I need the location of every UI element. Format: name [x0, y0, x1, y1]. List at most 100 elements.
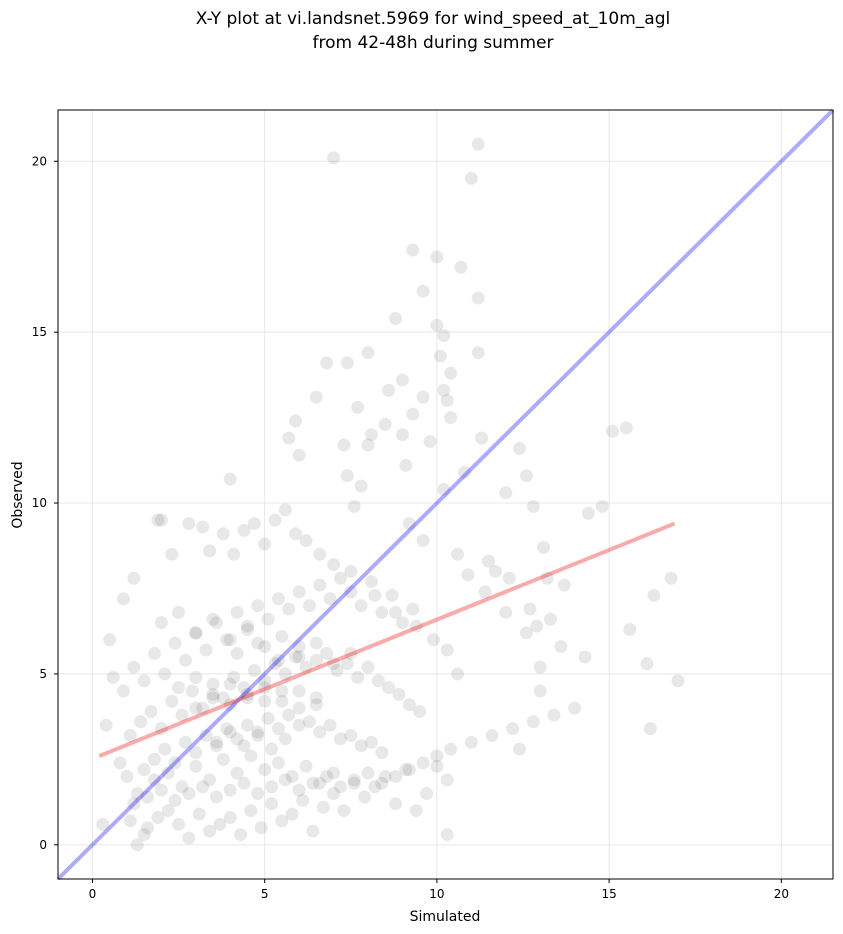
scatter-point: [378, 769, 392, 783]
scatter-point: [464, 735, 478, 749]
scatter-point: [471, 137, 485, 151]
scatter-point: [175, 780, 189, 794]
scatter-point: [240, 718, 254, 732]
scatter-point: [361, 660, 375, 674]
scatter-point: [337, 804, 351, 818]
scatter-point: [230, 766, 244, 780]
scatter-point: [420, 787, 434, 801]
scatter-point: [375, 776, 389, 790]
scatter-point: [203, 544, 217, 558]
scatter-point: [313, 578, 327, 592]
scatter-point: [258, 681, 272, 695]
scatter-point: [168, 636, 182, 650]
scatter-point: [440, 828, 454, 842]
scatter-point: [244, 749, 258, 763]
scatter-point: [309, 390, 323, 404]
scatter-point: [271, 653, 285, 667]
scatter-point: [416, 534, 430, 548]
scatter-point: [302, 715, 316, 729]
scatter-point: [320, 769, 334, 783]
scatter-point: [265, 780, 279, 794]
scatter-point: [130, 787, 144, 801]
scatter-point: [299, 534, 313, 548]
scatter-point: [278, 667, 292, 681]
scatter-point: [216, 527, 230, 541]
scatter-point: [106, 670, 120, 684]
grid: [58, 110, 833, 879]
scatter-point: [196, 520, 210, 534]
scatter-point: [299, 759, 313, 773]
scatter-point: [296, 793, 310, 807]
scatter-point: [154, 722, 168, 736]
scatter-point: [451, 667, 465, 681]
scatter-point: [196, 780, 210, 794]
scatter-point: [258, 763, 272, 777]
scatter-point: [595, 499, 609, 513]
scatter-point: [251, 599, 265, 613]
scatter-point: [247, 517, 261, 531]
scatter-point: [275, 694, 289, 708]
scatter-point: [165, 547, 179, 561]
scatter-point: [147, 752, 161, 766]
scatter-point: [251, 636, 265, 650]
scatter-point: [513, 441, 527, 455]
scatter-point: [154, 616, 168, 630]
x-axis-label: Simulated: [410, 909, 481, 925]
scatter-point: [671, 674, 685, 688]
scatter-point: [216, 691, 230, 705]
scatter-point: [519, 626, 533, 640]
scatter-point: [351, 400, 365, 414]
scatter-point: [165, 694, 179, 708]
scatter-point: [123, 814, 137, 828]
scatter-point: [189, 701, 203, 715]
scatter-point: [258, 537, 272, 551]
scatter-point: [278, 503, 292, 517]
scatter-point: [537, 540, 551, 554]
scatter-point: [268, 513, 282, 527]
scatter-point: [327, 151, 341, 165]
scatter-point: [289, 414, 303, 428]
scatter-point: [309, 691, 323, 705]
scatter-point: [127, 660, 141, 674]
scatter-point: [444, 742, 458, 756]
y-axis-label: Observed: [10, 461, 26, 528]
scatter-point: [199, 728, 213, 742]
scatter-point: [389, 769, 403, 783]
scatter-point: [482, 554, 496, 568]
scatter-point: [323, 718, 337, 732]
scatter-point: [206, 677, 220, 691]
scatter-point: [151, 810, 165, 824]
scatter-point: [203, 773, 217, 787]
scatter-point: [278, 732, 292, 746]
scatter-point: [416, 390, 430, 404]
scatter-point: [323, 592, 337, 606]
scatter-point: [540, 571, 554, 585]
scatter-point: [354, 739, 368, 753]
scatter-point: [316, 800, 330, 814]
scatter-point: [158, 742, 172, 756]
scatter-point: [364, 428, 378, 442]
scatter-point: [116, 592, 130, 606]
scatter-point: [406, 602, 420, 616]
scatter-point: [154, 513, 168, 527]
scatter-point: [292, 718, 306, 732]
scatter-point: [209, 739, 223, 753]
scatter-point: [137, 674, 151, 688]
scatter-point: [289, 650, 303, 664]
scatter-point: [643, 722, 657, 736]
scatter-point: [361, 766, 375, 780]
identity-line: [56, 108, 835, 881]
fit-lines: [56, 108, 835, 881]
scatter-point: [123, 728, 137, 742]
scatter-point: [275, 814, 289, 828]
scatter-point: [223, 783, 237, 797]
scatter-point: [375, 605, 389, 619]
scatter-point: [199, 643, 213, 657]
scatter-point: [161, 804, 175, 818]
scatter-point: [526, 715, 540, 729]
scatter-point: [223, 725, 237, 739]
y-tick-label: 5: [39, 667, 47, 681]
scatter-point: [275, 684, 289, 698]
scatter-point: [544, 612, 558, 626]
scatter-point: [547, 708, 561, 722]
